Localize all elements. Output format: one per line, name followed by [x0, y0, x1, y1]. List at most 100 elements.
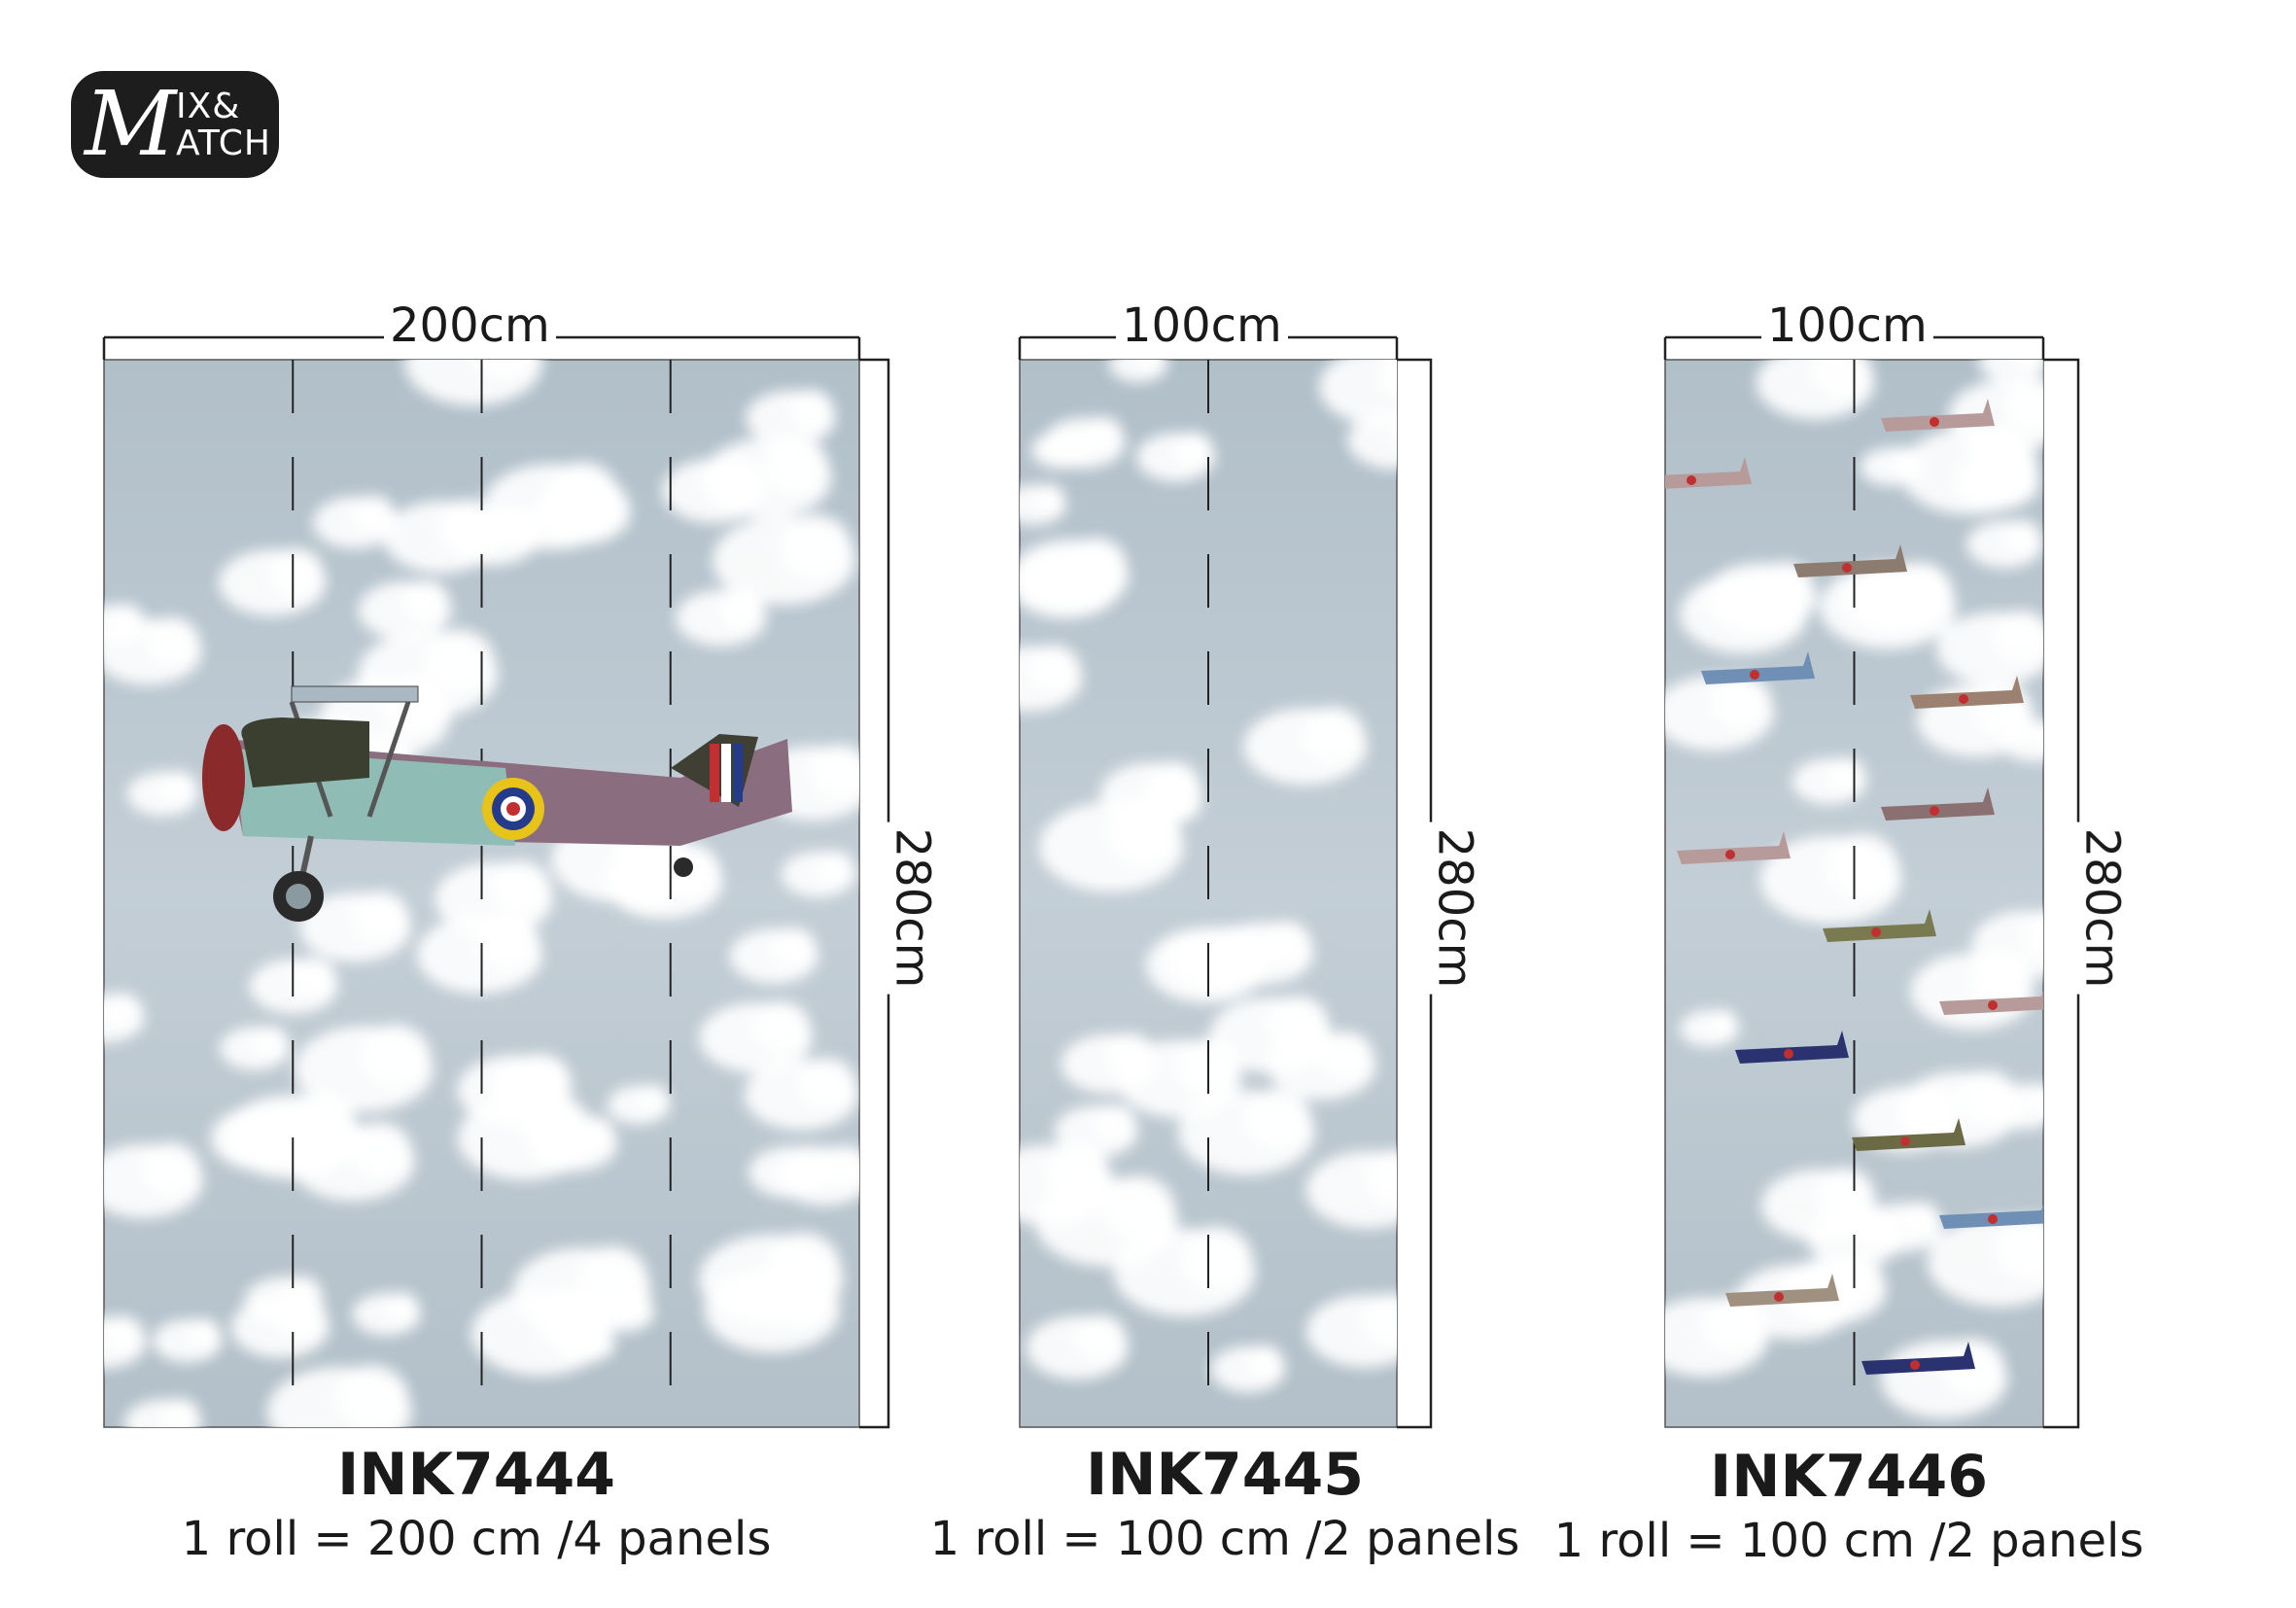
cloud	[352, 891, 409, 942]
cloud	[110, 603, 143, 633]
plane-wing	[1949, 1216, 2027, 1226]
plane-insignia	[1959, 694, 1968, 704]
plane-wing	[1891, 419, 1968, 429]
cloud	[1082, 416, 1124, 454]
panel-3-description: 1 roll = 100 cm /2 panels	[1553, 1514, 2144, 1568]
cloud	[642, 871, 673, 899]
cloud	[1701, 1295, 1766, 1353]
plane-insignia	[1871, 927, 1881, 937]
cloud	[1318, 1031, 1374, 1080]
propeller-hub	[202, 724, 245, 831]
fighter-plane-illustration	[1910, 676, 2024, 709]
cloud	[798, 1057, 856, 1109]
cloud	[529, 1058, 571, 1096]
cloud	[1966, 426, 2035, 489]
logo-script-letter: M	[85, 72, 177, 176]
cloud	[1261, 921, 1311, 966]
cloud	[2021, 1082, 2043, 1116]
biplane-illustration	[202, 685, 792, 922]
cloud	[1148, 760, 1200, 807]
cloud	[763, 436, 829, 495]
cloud	[1707, 1009, 1738, 1036]
cloud	[1031, 483, 1065, 513]
fighter-plane-illustration	[1823, 909, 1936, 942]
plane-wing	[1745, 1051, 1823, 1061]
cloud	[288, 1092, 357, 1154]
cloud	[160, 770, 197, 803]
fighter-plane-illustration	[1852, 1118, 1966, 1151]
cloud	[160, 1397, 200, 1427]
fighter-plane-illustration	[1677, 831, 1791, 864]
cloud	[1318, 360, 1397, 426]
plane-insignia	[1930, 806, 1939, 816]
cloud	[471, 360, 538, 381]
cloud	[1173, 431, 1213, 468]
cloud	[637, 1084, 669, 1113]
cloud	[548, 461, 618, 525]
cloud	[1956, 1069, 2018, 1126]
cloud	[1992, 610, 2043, 664]
fighter-plane-illustration	[1939, 991, 2043, 1015]
cloud	[577, 1245, 648, 1309]
panel-2	[1018, 335, 1433, 1429]
cloud	[771, 926, 817, 967]
fighter-plane-illustration	[1861, 1342, 1975, 1375]
plane-wing	[1803, 565, 1881, 575]
cloud	[1927, 1216, 2043, 1308]
cloud	[269, 547, 324, 597]
tail-wheel	[674, 857, 693, 877]
cloud	[424, 628, 495, 692]
plane-insignia	[1910, 1360, 1920, 1370]
plane-wing	[1891, 808, 1968, 818]
engine-cowling	[241, 717, 369, 787]
clouds	[1020, 360, 1397, 1393]
cloud	[1816, 1167, 1874, 1220]
panel-1-description: 1 roll = 200 cm /4 panels	[181, 1512, 772, 1566]
cloud	[335, 1364, 409, 1427]
cloud	[1302, 706, 1365, 762]
cloud	[1900, 1201, 1941, 1238]
cloud	[104, 1315, 144, 1353]
upper-wing	[291, 685, 419, 703]
cloud	[349, 1122, 412, 1178]
cloud	[1267, 996, 1329, 1051]
cloud	[438, 499, 497, 552]
plane-wing	[1861, 1138, 1939, 1148]
cloud	[1026, 644, 1080, 692]
cloud	[571, 1115, 615, 1156]
panel-1-height-label: 280cm	[885, 821, 939, 995]
fighter-plane-illustration	[1735, 1031, 1849, 1064]
wheel-hub	[286, 884, 311, 909]
fighter-plane-illustration	[1881, 787, 1995, 821]
fighter-plane-illustration	[1725, 1274, 1839, 1307]
cloud	[810, 744, 859, 799]
fighter-plane-illustration	[1939, 1205, 2043, 1229]
cloud	[1305, 1150, 1397, 1229]
cloud	[2002, 519, 2041, 554]
cloud	[1826, 833, 1898, 898]
cloud	[476, 913, 539, 971]
cloud	[1365, 1148, 1397, 1206]
cloud	[1180, 1226, 1253, 1291]
cloud	[2032, 720, 2043, 750]
panel-3-code: INK7446	[1709, 1443, 1989, 1511]
roundel	[506, 802, 520, 816]
mix-and-match-logo: M IX& ATCH	[71, 71, 279, 178]
plane-insignia	[1930, 417, 1939, 427]
logo-text-bottom: ATCH	[176, 123, 271, 163]
cloud	[140, 1141, 201, 1197]
plane-wing	[1665, 477, 1725, 487]
cloud	[1136, 360, 1166, 372]
cloud	[360, 1023, 431, 1087]
cloud	[2023, 909, 2043, 958]
cloud	[491, 859, 551, 914]
cloud	[1362, 1292, 1397, 1346]
cloud	[767, 1232, 841, 1298]
cloud	[1305, 1294, 1397, 1368]
cloud	[2012, 360, 2043, 370]
panel-1-width-label: 200cm	[384, 299, 556, 352]
height-dimension-line	[2043, 358, 2080, 1429]
plane-insignia	[1988, 1000, 1998, 1010]
cloud	[1347, 410, 1397, 470]
